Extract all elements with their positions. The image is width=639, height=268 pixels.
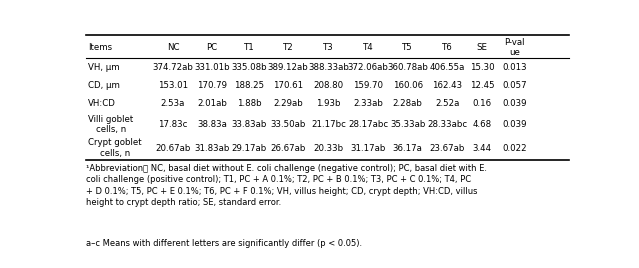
Text: Villi goblet
cells, n: Villi goblet cells, n [88,115,134,134]
Text: 2.29ab: 2.29ab [273,99,303,108]
Text: 31.83ab: 31.83ab [194,144,229,152]
Text: 33.83ab: 33.83ab [231,120,266,129]
Text: 389.12ab: 389.12ab [268,62,308,72]
Text: 162.43: 162.43 [432,81,463,90]
Text: 335.08b: 335.08b [231,62,267,72]
Text: 170.61: 170.61 [273,81,303,90]
Text: 20.67ab: 20.67ab [155,144,190,152]
Text: 4.68: 4.68 [473,120,492,129]
Text: 12.45: 12.45 [470,81,495,90]
Text: 2.33ab: 2.33ab [353,99,383,108]
Text: 0.057: 0.057 [502,81,527,90]
Text: 374.72ab: 374.72ab [153,62,194,72]
Text: 20.33b: 20.33b [313,144,344,152]
Text: Items: Items [88,43,112,52]
Text: 26.67ab: 26.67ab [270,144,305,152]
Text: 153.01: 153.01 [158,81,188,90]
Text: 2.01ab: 2.01ab [197,99,227,108]
Text: 1.88b: 1.88b [236,99,261,108]
Text: a–c Means with different letters are significantly differ (p < 0.05).: a–c Means with different letters are sig… [86,239,362,248]
Text: 388.33ab: 388.33ab [308,62,349,72]
Text: 360.78ab: 360.78ab [387,62,428,72]
Text: T1: T1 [243,43,254,52]
Text: 28.33abc: 28.33abc [427,120,467,129]
Text: 2.28ab: 2.28ab [393,99,422,108]
Text: T6: T6 [442,43,452,52]
Text: 0.022: 0.022 [502,144,527,152]
Text: 0.039: 0.039 [502,99,527,108]
Text: 372.06ab: 372.06ab [348,62,389,72]
Text: VH, μm: VH, μm [88,62,120,72]
Text: 35.33ab: 35.33ab [390,120,426,129]
Text: NC: NC [167,43,179,52]
Text: 2.52a: 2.52a [435,99,459,108]
Text: 28.17abc: 28.17abc [348,120,388,129]
Text: 0.013: 0.013 [502,62,527,72]
Text: 38.83a: 38.83a [197,120,227,129]
Text: 208.80: 208.80 [313,81,344,90]
Text: 160.06: 160.06 [392,81,423,90]
Text: 188.25: 188.25 [234,81,264,90]
Text: 23.67ab: 23.67ab [429,144,465,152]
Text: T3: T3 [323,43,334,52]
Text: 21.17bc: 21.17bc [311,120,346,129]
Text: 170.79: 170.79 [197,81,227,90]
Text: 31.17ab: 31.17ab [350,144,386,152]
Text: CD, μm: CD, μm [88,81,120,90]
Text: 33.50ab: 33.50ab [270,120,305,129]
Text: T5: T5 [403,43,413,52]
Text: T4: T4 [363,43,373,52]
Text: 2.53a: 2.53a [161,99,185,108]
Text: 3.44: 3.44 [473,144,492,152]
Text: 331.01b: 331.01b [194,62,229,72]
Text: ¹Abbreviation： NC, basal diet without E. coli challenge (negative control); PC, : ¹Abbreviation： NC, basal diet without E.… [86,164,487,207]
Text: 159.70: 159.70 [353,81,383,90]
Text: 29.17ab: 29.17ab [231,144,266,152]
Text: P-val
ue: P-val ue [504,38,525,57]
Text: SE: SE [477,43,488,52]
Text: 1.93b: 1.93b [316,99,341,108]
Text: 15.30: 15.30 [470,62,495,72]
Text: 406.55a: 406.55a [429,62,465,72]
Text: T2: T2 [282,43,293,52]
Text: 36.17a: 36.17a [393,144,422,152]
Text: 0.16: 0.16 [473,99,492,108]
Text: 0.039: 0.039 [502,120,527,129]
Text: VH:CD: VH:CD [88,99,116,108]
Text: PC: PC [206,43,217,52]
Text: 17.83c: 17.83c [158,120,188,129]
Text: Crypt goblet
cells, n: Crypt goblet cells, n [88,138,142,158]
